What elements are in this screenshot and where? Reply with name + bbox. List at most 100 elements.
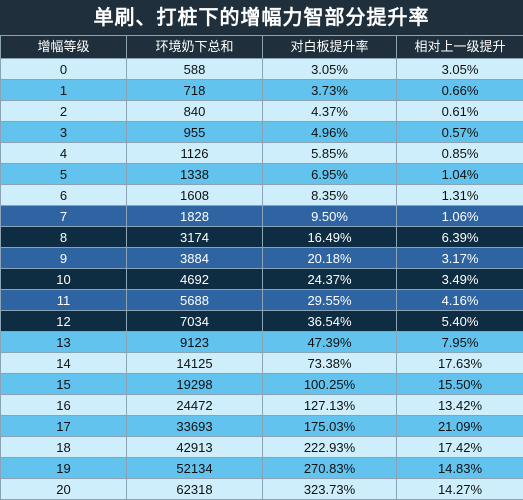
header-total: 环境奶下总和 — [127, 36, 263, 59]
cell-vs-base: 270.83% — [263, 458, 397, 479]
cell-total: 1828 — [127, 206, 263, 227]
cell-total: 24472 — [127, 395, 263, 416]
cell-level: 13 — [1, 332, 127, 353]
cell-vs-base: 16.49% — [263, 227, 397, 248]
cell-vs-base: 100.25% — [263, 374, 397, 395]
cell-vs-base: 3.05% — [263, 59, 397, 80]
header-row: 增幅等级 环境奶下总和 对白板提升率 相对上一级提升 — [1, 36, 523, 59]
cell-total: 62318 — [127, 479, 263, 500]
cell-level: 19 — [1, 458, 127, 479]
cell-total: 7034 — [127, 311, 263, 332]
cell-vs-base: 323.73% — [263, 479, 397, 500]
cell-vs-base: 222.93% — [263, 437, 397, 458]
cell-vs-base: 4.96% — [263, 122, 397, 143]
cell-total: 19298 — [127, 374, 263, 395]
cell-total: 1126 — [127, 143, 263, 164]
cell-vs-prev: 17.42% — [397, 437, 523, 458]
cell-level: 14 — [1, 353, 127, 374]
cell-level: 1 — [1, 80, 127, 101]
cell-level: 17 — [1, 416, 127, 437]
cell-total: 5688 — [127, 290, 263, 311]
cell-vs-prev: 5.40% — [397, 311, 523, 332]
cell-vs-base: 47.39% — [263, 332, 397, 353]
cell-total: 588 — [127, 59, 263, 80]
cell-vs-base: 3.73% — [263, 80, 397, 101]
sheet-title: 单刷、打桩下的增幅力智部分提升率 — [0, 0, 523, 35]
cell-vs-prev: 13.42% — [397, 395, 523, 416]
cell-vs-prev: 1.04% — [397, 164, 523, 185]
cell-total: 840 — [127, 101, 263, 122]
cell-level: 3 — [1, 122, 127, 143]
cell-vs-base: 175.03% — [263, 416, 397, 437]
cell-vs-prev: 1.06% — [397, 206, 523, 227]
cell-total: 718 — [127, 80, 263, 101]
cell-vs-base: 36.54% — [263, 311, 397, 332]
cell-total: 14125 — [127, 353, 263, 374]
cell-vs-prev: 14.27% — [397, 479, 523, 500]
cell-vs-prev: 15.50% — [397, 374, 523, 395]
cell-level: 18 — [1, 437, 127, 458]
upgrade-rate-sheet: 单刷、打桩下的增幅力智部分提升率 增幅等级 环境奶下总和 对白板提升率 相对上一… — [0, 0, 523, 479]
cell-vs-base: 4.37% — [263, 101, 397, 122]
cell-total: 9123 — [127, 332, 263, 353]
cell-vs-prev: 4.16% — [397, 290, 523, 311]
cell-level: 0 — [1, 59, 127, 80]
cell-vs-base: 24.37% — [263, 269, 397, 290]
cell-vs-prev: 7.95% — [397, 332, 523, 353]
cell-vs-prev: 3.17% — [397, 248, 523, 269]
header-level: 增幅等级 — [1, 36, 127, 59]
cell-total: 52134 — [127, 458, 263, 479]
header-vs-prev: 相对上一级提升 — [397, 36, 523, 59]
cell-vs-base: 5.85% — [263, 143, 397, 164]
cell-total: 955 — [127, 122, 263, 143]
cell-vs-prev: 1.31% — [397, 185, 523, 206]
cell-vs-base: 29.55% — [263, 290, 397, 311]
cell-vs-prev: 14.83% — [397, 458, 523, 479]
cell-vs-base: 9.50% — [263, 206, 397, 227]
cell-level: 2 — [1, 101, 127, 122]
cell-level: 12 — [1, 311, 127, 332]
cell-vs-prev: 0.85% — [397, 143, 523, 164]
cell-level: 16 — [1, 395, 127, 416]
cell-total: 1608 — [127, 185, 263, 206]
cell-level: 9 — [1, 248, 127, 269]
cell-total: 42913 — [127, 437, 263, 458]
cell-vs-base: 6.95% — [263, 164, 397, 185]
cell-vs-prev: 3.05% — [397, 59, 523, 80]
cell-level: 4 — [1, 143, 127, 164]
cell-level: 8 — [1, 227, 127, 248]
cell-level: 20 — [1, 479, 127, 500]
cell-level: 7 — [1, 206, 127, 227]
cell-total: 1338 — [127, 164, 263, 185]
cell-vs-prev: 3.49% — [397, 269, 523, 290]
cell-total: 3884 — [127, 248, 263, 269]
cell-vs-prev: 6.39% — [397, 227, 523, 248]
cell-vs-base: 8.35% — [263, 185, 397, 206]
cell-vs-prev: 0.57% — [397, 122, 523, 143]
cell-total: 4692 — [127, 269, 263, 290]
cell-vs-prev: 17.63% — [397, 353, 523, 374]
cell-level: 15 — [1, 374, 127, 395]
cell-level: 5 — [1, 164, 127, 185]
